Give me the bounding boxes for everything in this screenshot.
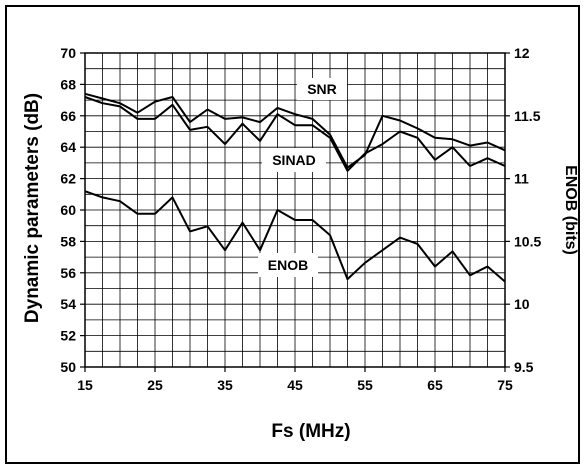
y-tick-label: 60 — [60, 202, 76, 218]
x-tick-label: 55 — [357, 377, 373, 393]
x-tick-label: 45 — [287, 377, 303, 393]
chart-frame — [5, 5, 580, 464]
y2-axis-title: ENOB (bits) — [562, 165, 579, 255]
y-tick-label: 58 — [60, 233, 76, 249]
x-tick-label: 65 — [427, 377, 443, 393]
ticks-layer: 15 25 35 45 55 65 75 50 52 54 56 58 60 62 64 66 68 70 9.5 1… — [60, 45, 541, 393]
x-tick-label: 35 — [217, 377, 233, 393]
y-tick-label: 70 — [60, 45, 76, 61]
y-tick-label: 66 — [60, 108, 76, 124]
y2-tick-label: 11 — [514, 171, 529, 187]
x-tick-label: 75 — [497, 377, 513, 393]
y-tick-label: 62 — [60, 171, 76, 187]
svg-text:SINAD: SINAD — [272, 152, 316, 168]
y2-tick-label: 10 — [514, 296, 530, 312]
y-tick-label: 64 — [60, 139, 76, 155]
y-axis-title: Dynamic parameters (dB) — [22, 93, 43, 323]
svg-text:ENOB: ENOB — [268, 257, 308, 273]
x-tick-label: 25 — [147, 377, 163, 393]
label-sinad: SINAD — [262, 148, 326, 172]
svg-text:SNR: SNR — [307, 81, 337, 97]
x-axis-title: Fs (MHz) — [271, 421, 350, 442]
y-tick-label: 68 — [60, 76, 76, 92]
grid — [84, 52, 506, 368]
y2-tick-label: 11.5 — [514, 108, 541, 124]
label-enob: ENOB — [258, 253, 318, 277]
y-tick-label: 54 — [60, 296, 76, 312]
label-snr: SNR — [297, 78, 347, 100]
y-tick-label: 56 — [60, 265, 76, 281]
y2-tick-label: 12 — [514, 45, 530, 61]
y-tick-label: 50 — [60, 359, 76, 375]
y-tick-label: 52 — [60, 328, 76, 344]
series-line-sinad — [84, 96, 506, 172]
x-tick-label: 15 — [77, 377, 93, 393]
series-line-enob — [84, 190, 506, 283]
series-layer — [84, 92, 506, 283]
y2-tick-label: 10.5 — [514, 233, 541, 249]
y2-tick-label: 9.5 — [514, 359, 534, 375]
series-line-snr — [84, 92, 506, 169]
